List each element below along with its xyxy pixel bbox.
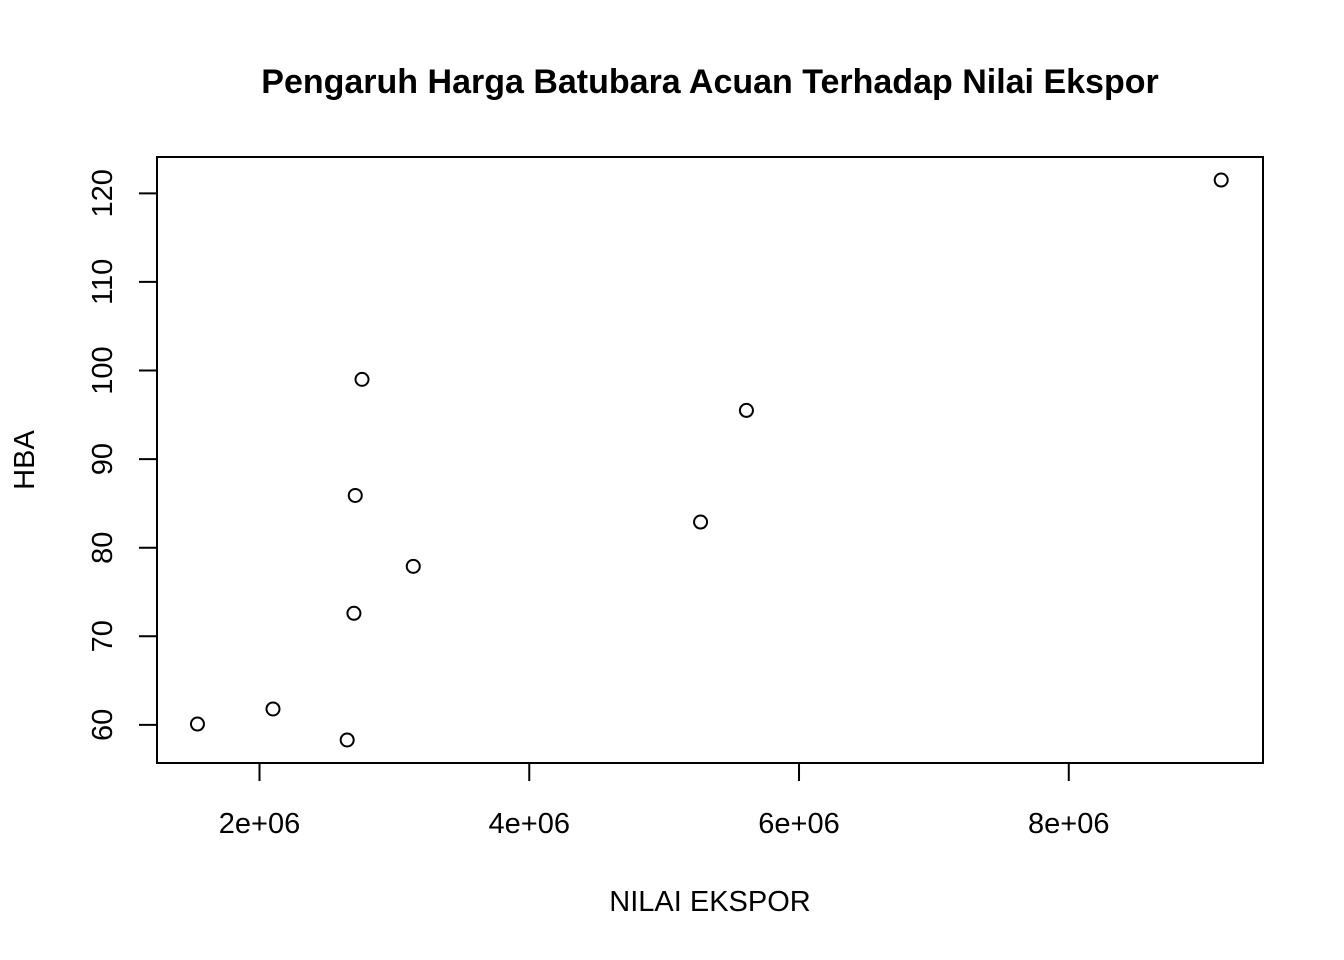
data-point [1213, 172, 1229, 188]
x-tick-label: 6e+06 [758, 808, 839, 840]
y-tick-label: 60 [87, 709, 119, 741]
y-tick-label: 80 [87, 532, 119, 564]
data-point [346, 605, 362, 621]
y-axis: 60 70 80 90 100 110 120 [87, 169, 158, 741]
y-axis-label: HBA [9, 430, 41, 490]
data-point [354, 371, 370, 387]
data-point [347, 487, 363, 503]
y-tick-label: 120 [87, 169, 119, 217]
data-point [405, 558, 421, 574]
data-point [189, 716, 205, 732]
x-axis: 2e+06 4e+06 6e+06 8e+06 [219, 762, 1110, 840]
x-tick-label: 8e+06 [1028, 808, 1109, 840]
data-point [339, 732, 355, 748]
data-point [265, 701, 281, 717]
y-tick-label: 70 [87, 620, 119, 652]
y-tick-label: 110 [87, 259, 119, 305]
data-points [189, 172, 1229, 748]
data-point [738, 402, 754, 418]
y-tick-label: 100 [87, 346, 119, 394]
y-tick-label: 90 [87, 443, 119, 475]
data-point [693, 514, 709, 530]
x-tick-label: 4e+06 [489, 808, 570, 840]
x-axis-label: NILAI EKSPOR [609, 886, 810, 918]
chart-title: Pengaruh Harga Batubara Acuan Terhadap N… [261, 63, 1158, 101]
x-tick-label: 2e+06 [219, 808, 300, 840]
plot-area-frame [156, 156, 1264, 764]
